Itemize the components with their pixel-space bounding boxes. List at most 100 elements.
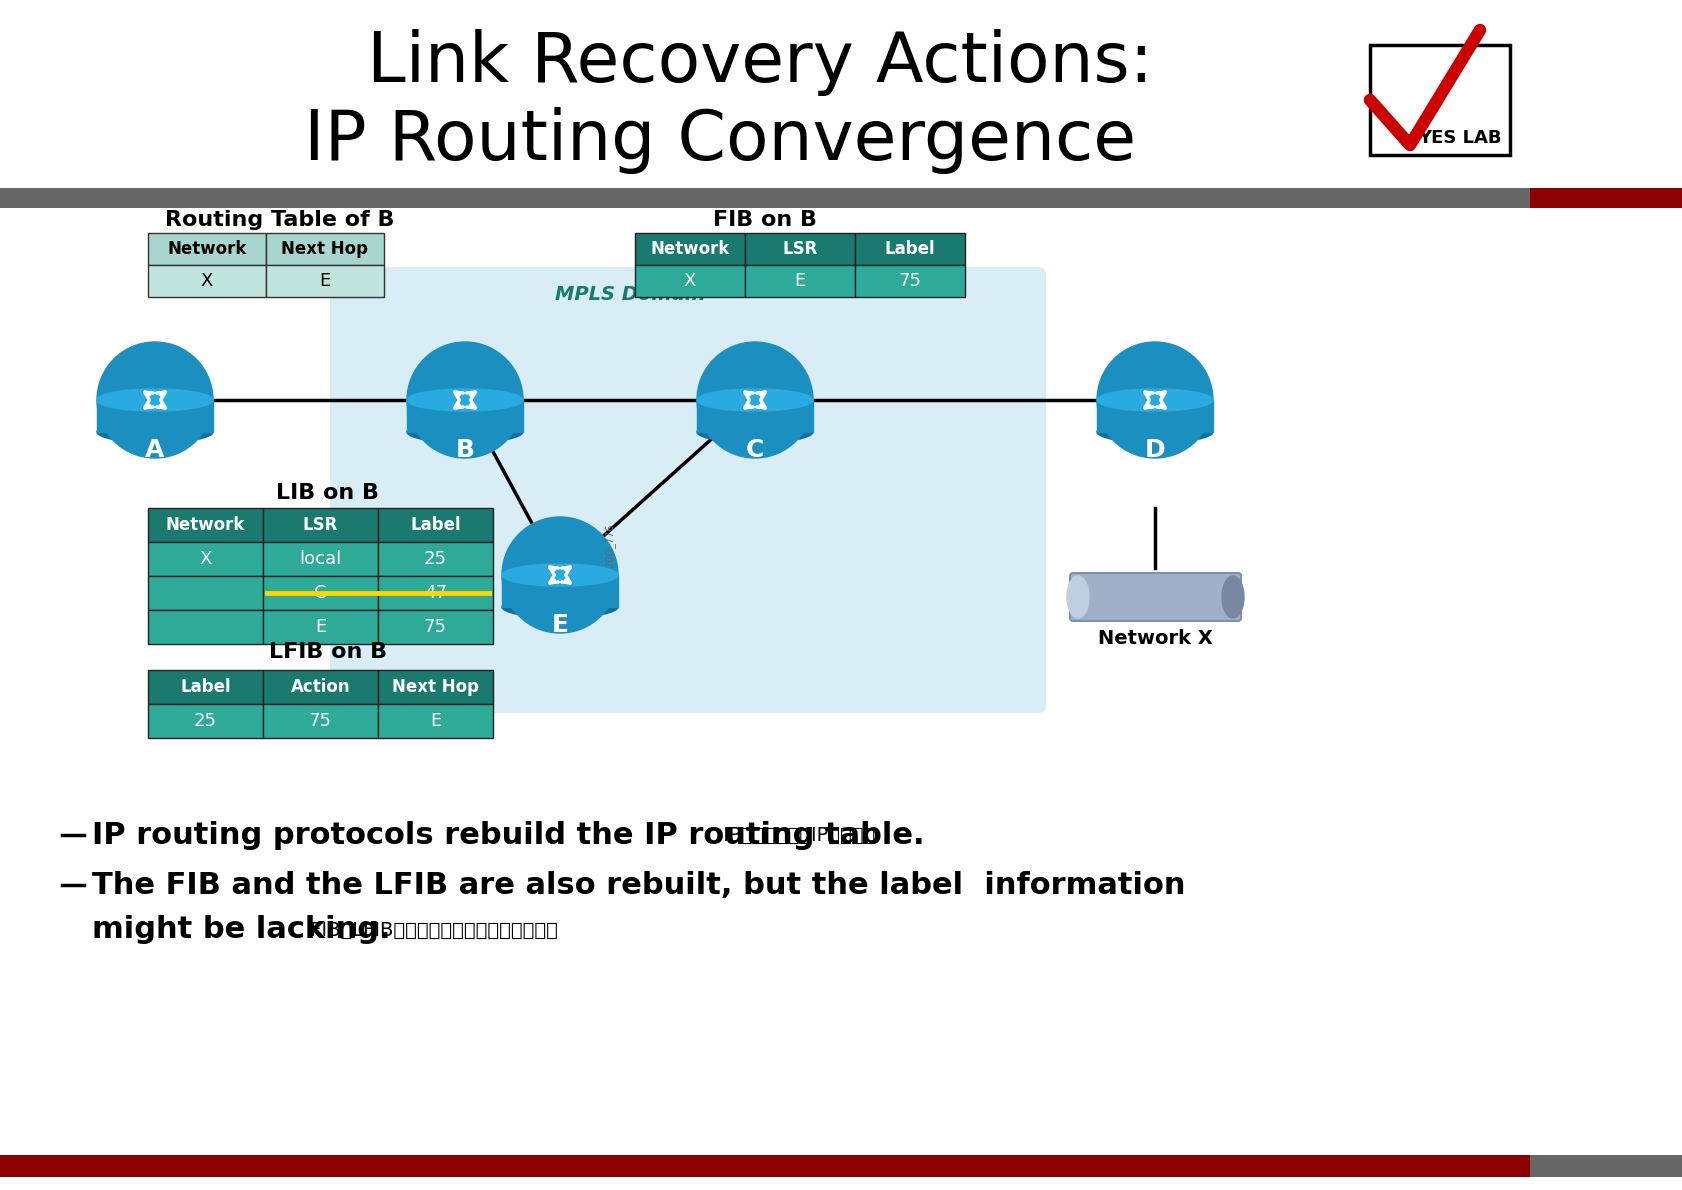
- Text: Label: Label: [885, 240, 935, 258]
- FancyBboxPatch shape: [378, 670, 493, 704]
- FancyBboxPatch shape: [262, 610, 378, 644]
- FancyBboxPatch shape: [148, 541, 262, 576]
- Text: FIB和LFIB也重建，但标签信息可能不足。: FIB和LFIB也重建，但标签信息可能不足。: [304, 921, 558, 939]
- Polygon shape: [98, 400, 214, 432]
- FancyBboxPatch shape: [148, 576, 262, 610]
- Text: C: C: [315, 584, 326, 602]
- Text: 020G_776: 020G_776: [604, 524, 616, 572]
- FancyBboxPatch shape: [262, 670, 378, 704]
- Text: Network X: Network X: [1097, 628, 1211, 647]
- FancyBboxPatch shape: [0, 1155, 1682, 1177]
- Ellipse shape: [501, 564, 617, 585]
- Ellipse shape: [501, 596, 617, 618]
- FancyBboxPatch shape: [266, 233, 383, 265]
- Text: Next Hop: Next Hop: [281, 240, 368, 258]
- Text: Label: Label: [410, 516, 461, 534]
- FancyBboxPatch shape: [148, 233, 266, 265]
- Text: IP routing protocols rebuild the IP routing table.: IP routing protocols rebuild the IP rout…: [93, 820, 923, 850]
- Polygon shape: [696, 400, 812, 432]
- FancyBboxPatch shape: [634, 233, 745, 265]
- Circle shape: [696, 342, 812, 458]
- Text: LSR: LSR: [303, 516, 338, 534]
- Text: 47: 47: [424, 584, 447, 602]
- Text: E: E: [429, 712, 441, 729]
- FancyBboxPatch shape: [1070, 574, 1240, 621]
- Text: MPLS Domain: MPLS Domain: [555, 286, 705, 305]
- Text: local: local: [299, 550, 341, 568]
- Text: E: E: [552, 613, 569, 637]
- Text: 75: 75: [424, 618, 447, 635]
- Ellipse shape: [1221, 576, 1243, 618]
- FancyBboxPatch shape: [378, 576, 493, 610]
- Text: 25: 25: [424, 550, 447, 568]
- FancyBboxPatch shape: [634, 265, 745, 298]
- Text: E: E: [315, 618, 326, 635]
- Text: B: B: [456, 438, 474, 462]
- Polygon shape: [501, 575, 617, 607]
- FancyBboxPatch shape: [378, 704, 493, 738]
- FancyBboxPatch shape: [148, 508, 262, 541]
- FancyBboxPatch shape: [148, 704, 262, 738]
- Text: E: E: [794, 273, 806, 290]
- Text: Label: Label: [180, 678, 230, 696]
- Text: C: C: [745, 438, 764, 462]
- FancyBboxPatch shape: [262, 576, 378, 610]
- Text: X: X: [198, 550, 212, 568]
- Text: E: E: [320, 273, 330, 290]
- FancyBboxPatch shape: [378, 610, 493, 644]
- FancyBboxPatch shape: [262, 508, 378, 541]
- Ellipse shape: [1097, 389, 1213, 411]
- Text: LFIB on B: LFIB on B: [269, 641, 387, 662]
- Ellipse shape: [98, 389, 214, 411]
- Text: Network: Network: [167, 240, 247, 258]
- FancyBboxPatch shape: [1369, 45, 1509, 155]
- Polygon shape: [1097, 400, 1213, 432]
- Ellipse shape: [696, 421, 812, 443]
- Text: A: A: [145, 438, 165, 462]
- Text: Action: Action: [291, 678, 350, 696]
- Polygon shape: [407, 400, 523, 432]
- Text: D: D: [1144, 438, 1164, 462]
- Text: Network: Network: [649, 240, 730, 258]
- Text: Link Recovery Actions:: Link Recovery Actions:: [367, 29, 1152, 95]
- FancyBboxPatch shape: [854, 265, 964, 298]
- Text: Next Hop: Next Hop: [392, 678, 479, 696]
- FancyBboxPatch shape: [330, 267, 1046, 713]
- FancyBboxPatch shape: [266, 265, 383, 298]
- FancyBboxPatch shape: [1529, 188, 1682, 208]
- Text: FIB on B: FIB on B: [713, 209, 816, 230]
- Ellipse shape: [98, 421, 214, 443]
- Text: might be lacking.: might be lacking.: [93, 915, 390, 945]
- Text: LSR: LSR: [782, 240, 817, 258]
- Ellipse shape: [696, 389, 812, 411]
- Circle shape: [407, 342, 523, 458]
- Text: X: X: [683, 273, 696, 290]
- Circle shape: [1097, 342, 1213, 458]
- Text: YES LAB: YES LAB: [1418, 129, 1500, 148]
- Ellipse shape: [407, 389, 523, 411]
- FancyBboxPatch shape: [148, 265, 266, 298]
- FancyBboxPatch shape: [854, 233, 964, 265]
- FancyBboxPatch shape: [1529, 1155, 1682, 1177]
- FancyBboxPatch shape: [148, 670, 262, 704]
- Text: Network: Network: [167, 516, 246, 534]
- Text: 75: 75: [309, 712, 331, 729]
- FancyBboxPatch shape: [378, 541, 493, 576]
- FancyBboxPatch shape: [262, 704, 378, 738]
- Ellipse shape: [1097, 421, 1213, 443]
- FancyBboxPatch shape: [745, 265, 854, 298]
- Circle shape: [98, 342, 214, 458]
- Text: Routing Table of B: Routing Table of B: [165, 209, 395, 230]
- FancyBboxPatch shape: [262, 541, 378, 576]
- Text: 75: 75: [898, 273, 922, 290]
- Text: 25: 25: [193, 712, 217, 729]
- FancyBboxPatch shape: [378, 508, 493, 541]
- Circle shape: [501, 516, 617, 633]
- Ellipse shape: [407, 421, 523, 443]
- FancyBboxPatch shape: [745, 233, 854, 265]
- FancyBboxPatch shape: [0, 188, 1682, 208]
- FancyBboxPatch shape: [148, 610, 262, 644]
- Text: IP路由协议重建IP路由表。: IP路由协议重建IP路由表。: [717, 826, 875, 845]
- Text: IP Routing Convergence: IP Routing Convergence: [304, 106, 1135, 174]
- Text: The FIB and the LFIB are also rebuilt, but the label  information: The FIB and the LFIB are also rebuilt, b…: [93, 871, 1184, 900]
